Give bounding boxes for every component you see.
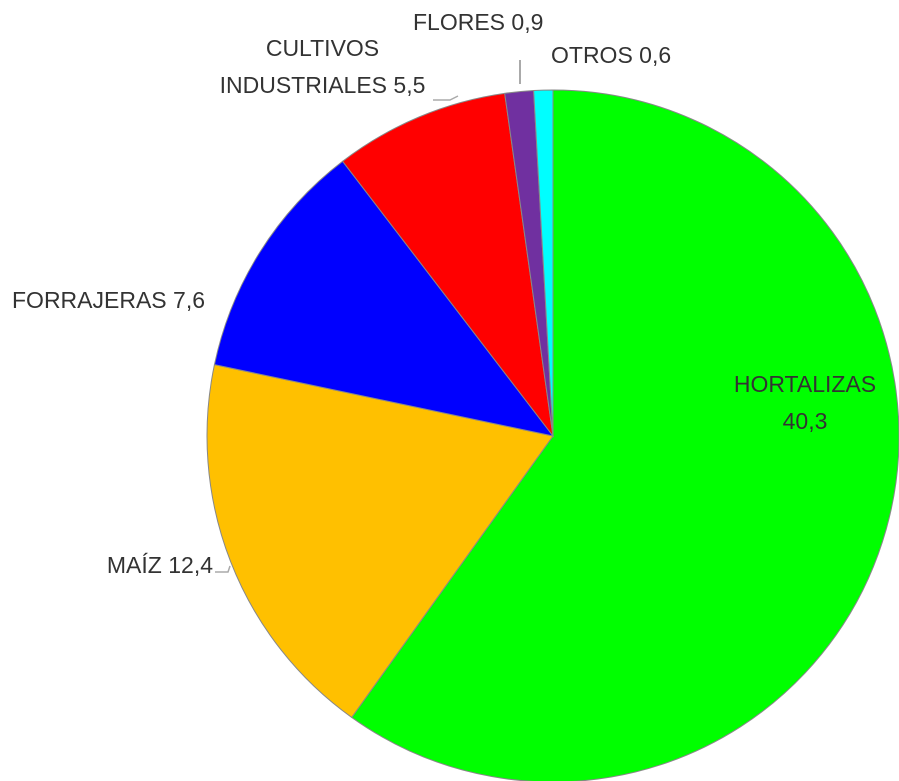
value-label: 40,3	[782, 408, 828, 434]
category-label: HORTALIZAS	[733, 371, 877, 397]
pie-slice	[341, 92, 554, 438]
leader-line	[433, 95, 459, 101]
category-label: FORRAJERAS	[12, 287, 167, 313]
category-label: OTROS	[551, 42, 633, 68]
value-label: 7,6	[173, 287, 206, 313]
leader-line	[215, 565, 231, 573]
pie-slice	[206, 364, 554, 719]
category-label: FLORES	[413, 9, 506, 35]
category-label: MAÍZ	[106, 552, 162, 578]
value-label: 0,6	[639, 42, 672, 68]
pie-slice	[213, 160, 555, 437]
value-label: 0,9	[511, 9, 544, 35]
value-label: 5,5	[393, 72, 426, 98]
pie-slice	[351, 89, 899, 781]
slice-label: MAÍZ 12,4	[20, 547, 213, 584]
slice-label: HORTALIZAS 40,3	[715, 366, 895, 440]
category-label: CULTIVOS INDUSTRIALES	[219, 35, 388, 98]
slice-label: OTROS 0,6	[551, 37, 711, 74]
value-label: 12,4	[168, 552, 213, 578]
pie-slice	[533, 89, 554, 437]
slice-label: CULTIVOS INDUSTRIALES 5,5	[195, 30, 450, 104]
slice-label: FORRAJERAS 7,6	[12, 282, 212, 319]
slice-label: FLORES 0,9	[413, 4, 573, 41]
